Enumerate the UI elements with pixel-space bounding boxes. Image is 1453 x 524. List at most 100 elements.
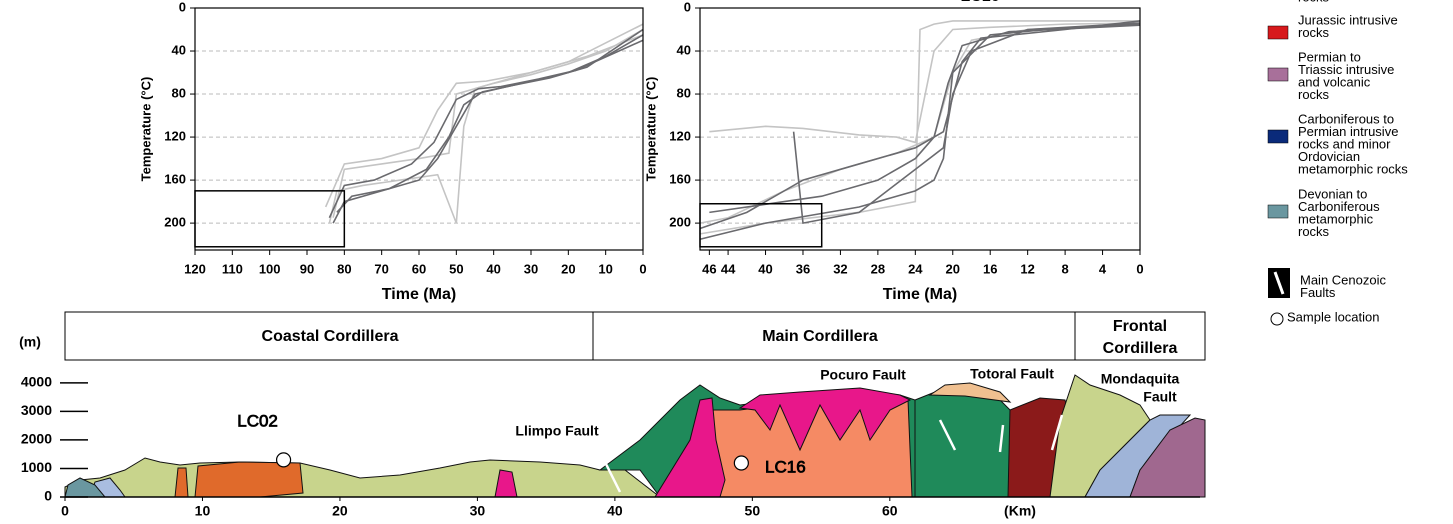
y-tick-label: 200 [669,215,691,230]
region-label: Cordillera [1103,340,1178,357]
x-tick-label: 36 [796,261,810,276]
region-label: Main Cordillera [762,328,878,345]
x-tick-label: 100 [259,261,281,276]
temperature-path [699,23,1141,241]
y-tick-label: 120 [669,129,691,144]
fault-label: Mondaquita [1101,371,1180,387]
legend-swatch [1267,67,1289,82]
purple-unit [1129,417,1206,498]
legend-label: Devonian to [1298,186,1367,201]
y-tick-label: 4000 [21,374,52,390]
legend-label: Main Cenozoic [1300,272,1386,287]
x-tick-label: 16 [983,261,997,276]
temperature-path [328,23,644,224]
x-axis-label: Time (Ma) [382,286,456,303]
region-label: Coastal Cordillera [262,328,399,345]
x-tick-label: 110 [222,261,243,276]
temperature-path [332,28,644,218]
sample-location [275,452,292,468]
x-tick-label: 50 [745,503,761,519]
x-tick-label: 20 [946,261,960,276]
temperature-path [709,24,1141,214]
y-axis-label: Temperature (°C) [643,77,658,182]
x-tick-label: 60 [882,503,898,519]
legend-swatch [1267,204,1289,219]
fault-label: Totoral Fault [970,366,1054,382]
x-tick-label: 12 [1020,261,1034,276]
x-tick-label: 0 [1136,261,1143,276]
magenta-intrusion [654,397,726,498]
y-tick-label: 40 [172,42,186,57]
x-tick-label: 4 [1099,261,1107,276]
x-tick-label: 80 [337,261,351,276]
legend-label: metamorphic rocks [1298,161,1408,176]
x-tick-label: 20 [332,503,348,519]
x-tick-label: 40 [758,261,772,276]
temperature-path [699,20,1141,230]
legend-label: Sample location [1287,309,1380,324]
y-axis-label: Temperature (°C) [138,77,153,182]
x-tick-label: 10 [598,261,612,276]
x-tick-label: 40 [607,503,623,519]
x-tick-label: 0 [639,261,646,276]
sample-label: LC02 [237,411,278,430]
x-tick-label: 90 [300,261,314,276]
y-tick-label: 120 [164,129,186,144]
legend-label: metamorphic [1298,211,1374,226]
legend-label: Carboniferous to [1298,111,1394,126]
x-tick-label: 120 [184,261,206,276]
temperature-path [709,22,1141,144]
x-axis-label: Time (Ma) [883,286,957,303]
legend-label: Jurassic intrusive [1298,12,1398,27]
fault-symbol-line [1273,271,1285,295]
plot-frame [699,7,1141,251]
legend-label: rocks [1298,0,1330,4]
temperature-path [699,20,1140,235]
legend-label: Carboniferous [1298,199,1380,214]
y-tick-label: 2000 [21,431,52,447]
cross-section-geology [64,374,1206,498]
x-tick-label: 10 [195,503,211,519]
sample-location [733,455,749,471]
y-tick-label: 80 [677,85,691,100]
legend-label: Faults [1300,285,1336,300]
temperature-path [332,34,644,224]
sample-label: LC16 [765,458,806,477]
temperature-path [336,28,644,213]
chart-title: LC16 [960,0,999,5]
x-tick-label: 0 [61,503,69,519]
legend-swatch [1267,25,1289,40]
y-tick-label: 1000 [21,459,52,475]
fault-label: Llimpo Fault [515,423,599,439]
x-tick-label: 40 [486,261,500,276]
green-unit [914,391,1011,498]
orange-intrusion [194,461,304,498]
fault-arrow [603,414,1064,493]
y-axis-label: (m) [19,334,41,350]
y-tick-label: 3000 [21,402,52,418]
x-tick-label: 30 [524,261,538,276]
y-tick-label: 160 [669,172,691,187]
y-tick-label: 200 [164,215,186,230]
temperature-path [792,22,1141,225]
y-tick-label: 0 [44,488,52,504]
tan-unit [928,382,1012,403]
fault-label: Pocuro Fault [820,367,906,383]
legend-label: rocks [1298,224,1330,239]
y-tick-label: 80 [172,85,186,100]
legend-label: rocks [1298,87,1330,102]
x-tick-label: 24 [908,261,923,276]
constraint-box [194,190,346,248]
legend-label: Triassic intrusive [1298,62,1394,77]
x-tick-label: 28 [871,261,885,276]
legend-label: rocks [1298,25,1330,40]
x-tick-label: 8 [1061,261,1068,276]
x-tick-label: 32 [833,261,847,276]
legend-label: and volcanic [1298,74,1371,89]
temperature-path [324,34,644,208]
legend-label: rocks and minor [1298,136,1391,151]
temperature-path [328,39,644,219]
coastal-unit [64,457,662,498]
region-label: Frontal [1113,318,1167,335]
